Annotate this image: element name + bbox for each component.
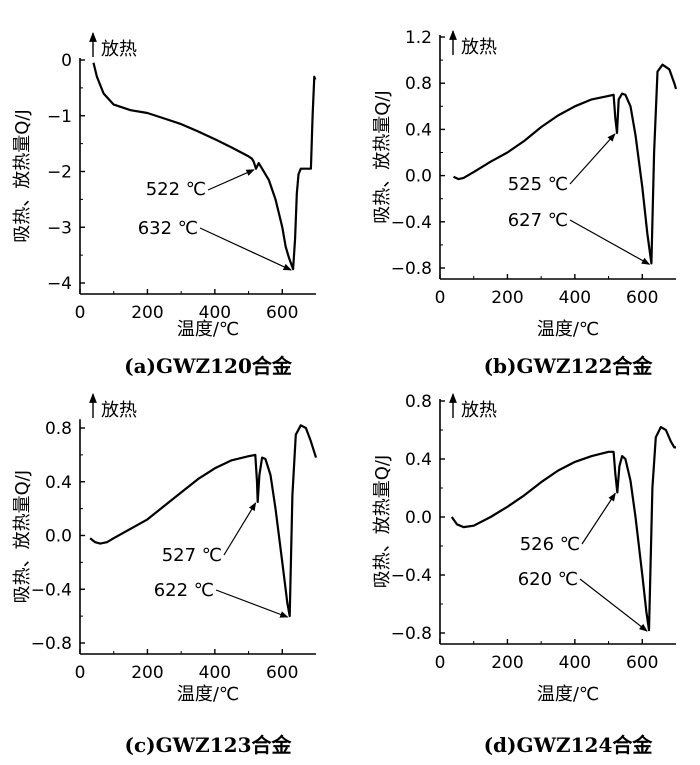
y-tick-label: 0.0: [405, 508, 432, 528]
y-tick-label: −3: [47, 218, 72, 238]
dsc-curve: [450, 426, 676, 632]
x-tick-label: 0: [75, 663, 86, 683]
y-tick-label: −0.4: [31, 580, 72, 600]
exo-label: 放热: [101, 39, 137, 60]
y-tick-label: 0: [61, 51, 72, 71]
y-tick-label: 0.0: [45, 527, 72, 547]
panel-caption: (a)GWZ120合金: [124, 354, 293, 378]
y-tick-label: 0.4: [405, 120, 432, 140]
y-tick-label: 0.8: [45, 419, 72, 439]
y-tick-label: −0.8: [391, 624, 432, 644]
x-tick-label: 400: [559, 288, 591, 308]
y-tick-label: 0.4: [45, 473, 72, 493]
panel-0: 0−1−2−3−40 200 400 600放热吸热、放热量Q/J温度/℃(a)GWZ…: [12, 32, 317, 378]
x-tick-label: 0: [435, 653, 446, 673]
dsc-curve: [89, 424, 318, 618]
x-tick-label: 600: [266, 303, 298, 323]
panel-caption: (b)GWZ122合金: [484, 354, 654, 378]
peak-annotation: 525 ℃: [508, 174, 568, 195]
panel-caption: (c)GWZ123合金: [125, 733, 293, 757]
x-tick-label: 400: [199, 303, 231, 323]
y-tick-label: 1.2: [405, 28, 432, 48]
exo-label: 放热: [461, 400, 497, 421]
panel-1: 1.2 0.8 0.4 0.0 −0.4 −0.80 200 400 600 放热吸热、放热量Q/…: [372, 28, 678, 378]
y-axis-title: 吸热、放热量Q/J: [372, 455, 393, 589]
panel-caption: (d)GWZ124合金: [484, 733, 654, 757]
x-tick-label: 200: [491, 288, 523, 308]
x-tick-label: 0: [75, 303, 86, 323]
annotation-arrow: [215, 589, 289, 618]
x-tick-label: 200: [491, 653, 523, 673]
y-tick-label: 0.8: [405, 74, 432, 94]
annotation-arrow: [207, 169, 255, 191]
peak-annotation: 622 ℃: [154, 580, 214, 601]
peak-annotation: 632 ℃: [138, 218, 198, 239]
annotation-arrow: [569, 133, 616, 185]
y-tick-label: −0.8: [391, 259, 432, 279]
y-tick-label: −4: [47, 274, 72, 294]
y-tick-label: 0.0: [405, 167, 432, 187]
peak-annotation: 620 ℃: [518, 569, 578, 590]
y-tick-label: −2: [47, 163, 72, 183]
x-tick-label: 600: [626, 288, 658, 308]
peak-annotation: 527 ℃: [162, 545, 222, 566]
annotation-arrow: [581, 492, 616, 545]
x-axis-title: 温度/℃: [177, 684, 239, 705]
peak-annotation: 526 ℃: [520, 534, 580, 555]
y-tick-label: −0.4: [391, 213, 432, 233]
y-axis-title: 吸热、放热量Q/J: [372, 90, 393, 224]
annotation-arrow: [223, 502, 257, 556]
y-tick-label: −1: [47, 107, 72, 127]
y-tick-label: −0.8: [31, 634, 72, 654]
x-tick-label: 600: [266, 663, 298, 683]
x-tick-label: 200: [131, 663, 163, 683]
x-axis-title: 温度/℃: [177, 319, 239, 340]
dsc-curve: [92, 62, 317, 271]
y-tick-label: 0.4: [405, 450, 432, 470]
x-tick-label: 200: [131, 303, 163, 323]
y-axis-title: 吸热、放热量Q/J: [12, 109, 33, 243]
x-axis-title: 温度/℃: [537, 684, 599, 705]
exo-label: 放热: [461, 37, 497, 58]
exo-label: 放热: [101, 400, 137, 421]
x-tick-label: 400: [199, 663, 231, 683]
peak-annotation: 627 ℃: [508, 210, 568, 231]
y-tick-label: 0.8: [405, 392, 432, 412]
peak-annotation: 522 ℃: [146, 179, 206, 200]
x-tick-label: 400: [559, 653, 591, 673]
y-axis-title: 吸热、放热量Q/J: [12, 470, 33, 604]
annotation-arrow: [199, 227, 292, 271]
annotation-arrow: [579, 578, 648, 632]
y-tick-label: −0.4: [391, 566, 432, 586]
annotation-arrow: [569, 219, 651, 265]
x-tick-label: 0: [435, 288, 446, 308]
x-tick-label: 600: [626, 653, 658, 673]
x-axis-title: 温度/℃: [537, 319, 599, 340]
dsc-curve: [453, 63, 678, 265]
